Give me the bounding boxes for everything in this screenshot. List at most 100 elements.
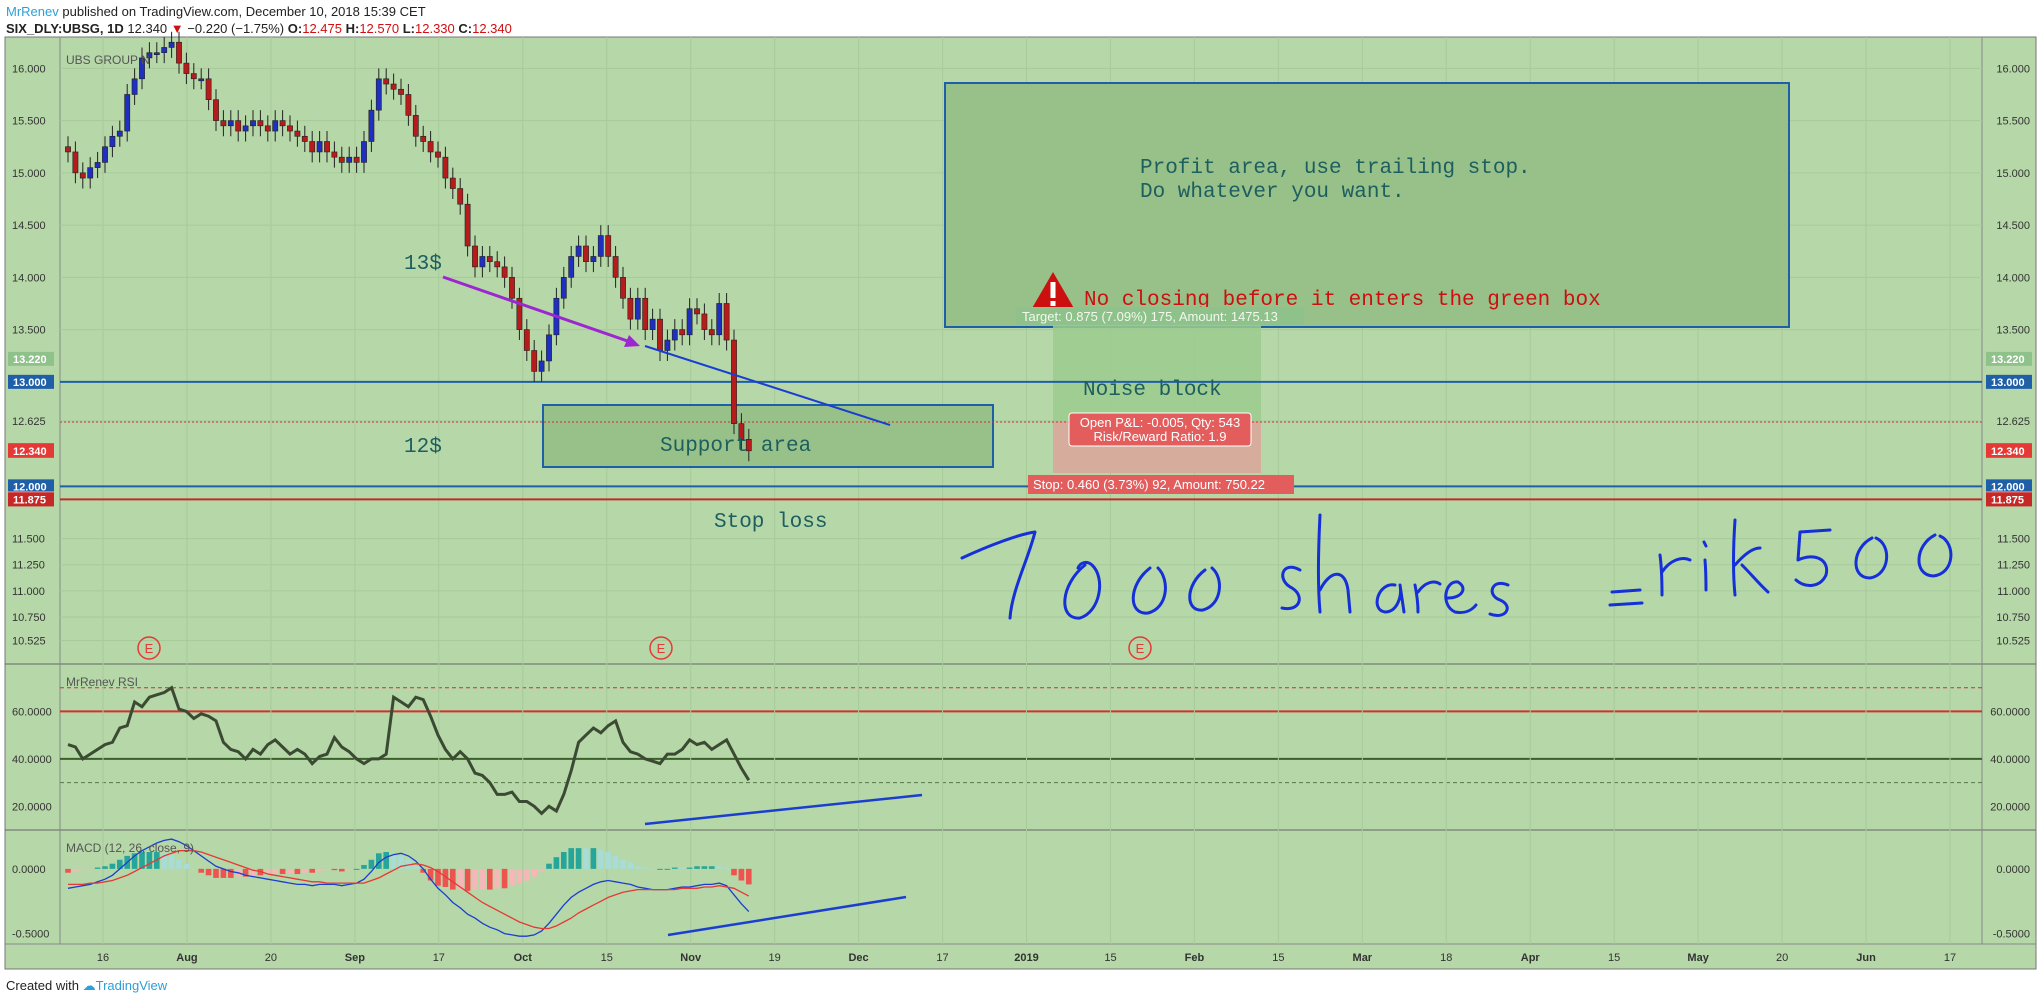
candle[interactable] <box>146 52 153 59</box>
earnings-marker[interactable]: E <box>649 636 673 660</box>
profit-area-line2[interactable]: Do whatever you want. <box>1140 181 1405 204</box>
candle[interactable] <box>731 339 737 424</box>
candle[interactable] <box>168 41 175 48</box>
candle[interactable] <box>353 156 360 163</box>
noise-block-label[interactable]: Noise block <box>1083 379 1222 402</box>
candle[interactable] <box>701 313 708 330</box>
candle[interactable] <box>87 167 94 179</box>
candle[interactable] <box>612 256 619 278</box>
candle[interactable] <box>442 156 449 179</box>
candle[interactable] <box>531 350 538 372</box>
candle[interactable] <box>220 120 227 127</box>
candle[interactable] <box>116 130 123 137</box>
candle[interactable] <box>287 125 293 132</box>
candle[interactable] <box>398 88 404 95</box>
stop-label[interactable]: Stop: 0.460 (3.73%) 92, Amount: 750.22 <box>1033 477 1265 492</box>
candle[interactable] <box>538 360 545 372</box>
candle[interactable] <box>590 256 597 262</box>
tradingview-brand-link[interactable]: TradingView <box>95 978 168 993</box>
open-pl-label[interactable]: Open P&L: -0.005, Qty: 543 <box>1080 415 1240 430</box>
rsi-line[interactable] <box>67 685 751 816</box>
candle[interactable] <box>464 203 471 247</box>
candle[interactable] <box>272 120 279 132</box>
candle[interactable] <box>634 297 641 320</box>
target-label[interactable]: Target: 0.875 (7.09%) 175, Amount: 1475.… <box>1022 309 1278 324</box>
candle[interactable] <box>324 141 330 153</box>
warning-text[interactable]: No closing before it enters the green bo… <box>1084 289 1601 312</box>
rsi-trendline[interactable] <box>644 793 923 826</box>
macd-trendline[interactable] <box>667 895 907 937</box>
candle[interactable] <box>183 62 190 74</box>
risk-reward-label[interactable]: Risk/Reward Ratio: 1.9 <box>1094 429 1227 444</box>
candle[interactable] <box>139 57 145 80</box>
candle[interactable] <box>509 277 515 299</box>
candle[interactable] <box>338 156 345 163</box>
candle[interactable] <box>383 78 390 85</box>
candle[interactable] <box>708 329 715 336</box>
candle[interactable] <box>390 83 397 90</box>
handwritten-note[interactable] <box>960 513 1953 620</box>
candle[interactable] <box>486 256 493 262</box>
candle[interactable] <box>375 78 382 111</box>
candle[interactable] <box>472 245 478 268</box>
candle[interactable] <box>198 78 205 82</box>
candle[interactable] <box>523 329 530 351</box>
candle[interactable] <box>161 47 168 53</box>
candle[interactable] <box>412 115 419 137</box>
pointer-arrow-line[interactable] <box>442 275 637 346</box>
candle[interactable] <box>494 261 501 268</box>
candle[interactable] <box>457 188 464 205</box>
candle[interactable] <box>405 94 412 116</box>
candle[interactable] <box>427 141 434 153</box>
profit-area-line1[interactable]: Profit area, use trailing stop. <box>1140 157 1531 180</box>
candle[interactable] <box>449 177 456 189</box>
candle[interactable] <box>620 277 626 299</box>
macd-line[interactable] <box>67 838 750 937</box>
earnings-marker[interactable]: E <box>137 636 161 660</box>
candle[interactable] <box>79 172 86 179</box>
candle[interactable] <box>642 297 649 330</box>
candle[interactable] <box>583 245 589 262</box>
candle[interactable] <box>242 125 249 132</box>
candle[interactable] <box>227 120 234 127</box>
candle[interactable] <box>368 109 375 142</box>
candle[interactable] <box>301 135 308 142</box>
support-area-box[interactable] <box>542 404 994 468</box>
author-link[interactable]: MrRenev <box>6 4 59 19</box>
candle[interactable] <box>94 162 101 168</box>
candle[interactable] <box>664 339 671 351</box>
stop-loss-label[interactable]: Stop loss <box>714 511 827 534</box>
candle[interactable] <box>560 277 567 299</box>
candle[interactable] <box>516 297 523 330</box>
candle[interactable] <box>420 135 427 142</box>
candle[interactable] <box>131 78 138 95</box>
candle[interactable] <box>257 120 264 127</box>
candle[interactable] <box>213 99 219 121</box>
macd-signal-line[interactable] <box>68 850 750 930</box>
tradingview-logo-icon[interactable]: ☁ <box>82 978 96 993</box>
candle[interactable] <box>205 78 212 101</box>
candle[interactable] <box>671 329 678 341</box>
support-area-label[interactable]: Support area <box>660 435 811 458</box>
candle[interactable] <box>716 303 723 336</box>
candle[interactable] <box>124 94 131 132</box>
candle[interactable] <box>235 120 242 132</box>
candle[interactable] <box>346 156 353 163</box>
candle[interactable] <box>657 318 663 351</box>
candle[interactable] <box>331 151 338 158</box>
label-13-dollar[interactable]: 13$ <box>404 253 442 276</box>
candle[interactable] <box>745 439 752 452</box>
candle[interactable] <box>316 141 323 153</box>
candle[interactable] <box>546 334 552 362</box>
candle[interactable] <box>501 266 508 278</box>
candle[interactable] <box>597 235 604 257</box>
candle[interactable] <box>723 303 730 341</box>
candle[interactable] <box>279 120 286 127</box>
candle[interactable] <box>605 235 612 257</box>
candle[interactable] <box>361 141 367 163</box>
candle[interactable] <box>479 256 486 268</box>
candle[interactable] <box>102 146 108 163</box>
candle[interactable] <box>738 423 745 440</box>
candle[interactable] <box>190 73 197 80</box>
